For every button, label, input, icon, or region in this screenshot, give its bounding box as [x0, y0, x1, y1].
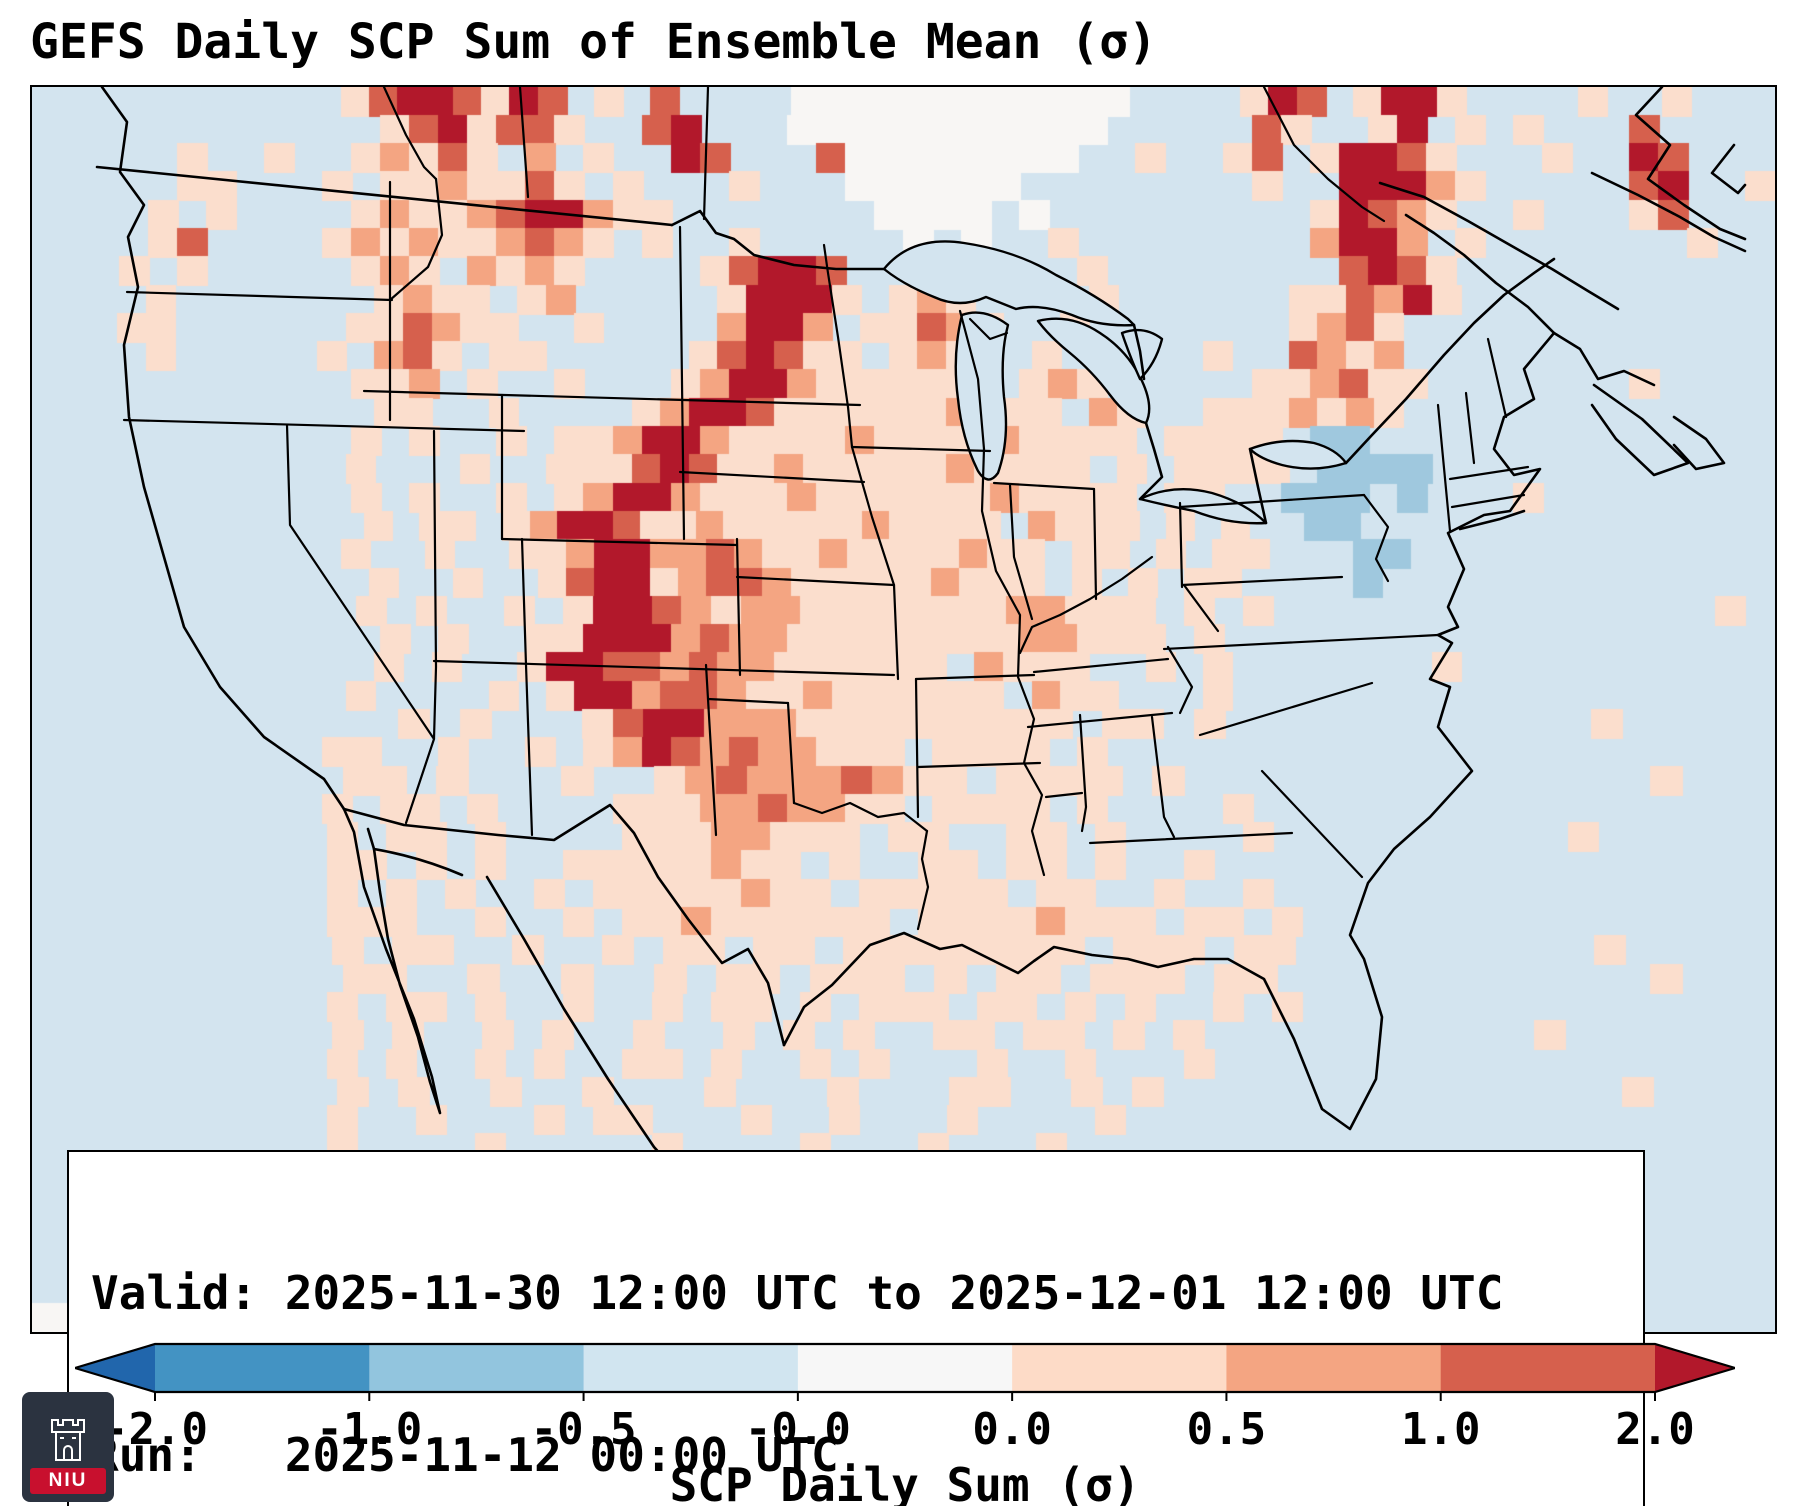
colorbar-ticks: -2.0 -1.0 -0.5 -0.0 0.0 0.5 1.0 2.0 [75, 1404, 1735, 1456]
colorbar-tick: 2.0 [1615, 1404, 1695, 1455]
niu-logo-text: NIU [30, 1468, 106, 1494]
colorbar-bar [75, 1342, 1735, 1401]
colorbar-tick: -0.5 [530, 1404, 637, 1455]
colorbar-tick: -2.0 [102, 1404, 208, 1455]
map-plot-area: Valid: 2025-11-30 12:00 UTC to 2025-12-0… [30, 85, 1777, 1506]
colorbar-tick: -1.0 [316, 1404, 423, 1455]
heatmap-canvas [32, 87, 1775, 1332]
colorbar-tick: 1.0 [1400, 1404, 1481, 1455]
great-lakes [882, 240, 1348, 525]
map-borders [95, 87, 1747, 1332]
georgian-bay [1120, 328, 1164, 381]
colorbar-tick: 0.0 [972, 1404, 1052, 1455]
lake-ontario [1248, 439, 1348, 470]
castle-icon [51, 1419, 85, 1461]
annotation-box: Valid: 2025-11-30 12:00 UTC to 2025-12-0… [67, 1150, 1645, 1506]
valid-time-text: Valid: 2025-11-30 12:00 UTC to 2025-12-0… [91, 1266, 1504, 1320]
lake-superior [882, 240, 1136, 327]
colorbar-tick: -0.0 [744, 1404, 851, 1455]
state-border-paths [122, 87, 1530, 931]
run-time-text: Run: 2025-11-12 00:00 UTC [91, 1428, 839, 1482]
colorbar-tick: 0.5 [1186, 1404, 1267, 1455]
niu-logo: NIU [22, 1392, 114, 1502]
colorbar-label: SCP Daily Sum (σ) [669, 1458, 1141, 1506]
chart-title: GEFS Daily SCP Sum of Ensemble Mean (σ) [30, 14, 1158, 70]
colorbar: -2.0 -1.0 -0.5 -0.0 0.0 0.5 1.0 2.0 SCP Daily S… [75, 1342, 1735, 1506]
lake-michigan [954, 311, 1010, 481]
